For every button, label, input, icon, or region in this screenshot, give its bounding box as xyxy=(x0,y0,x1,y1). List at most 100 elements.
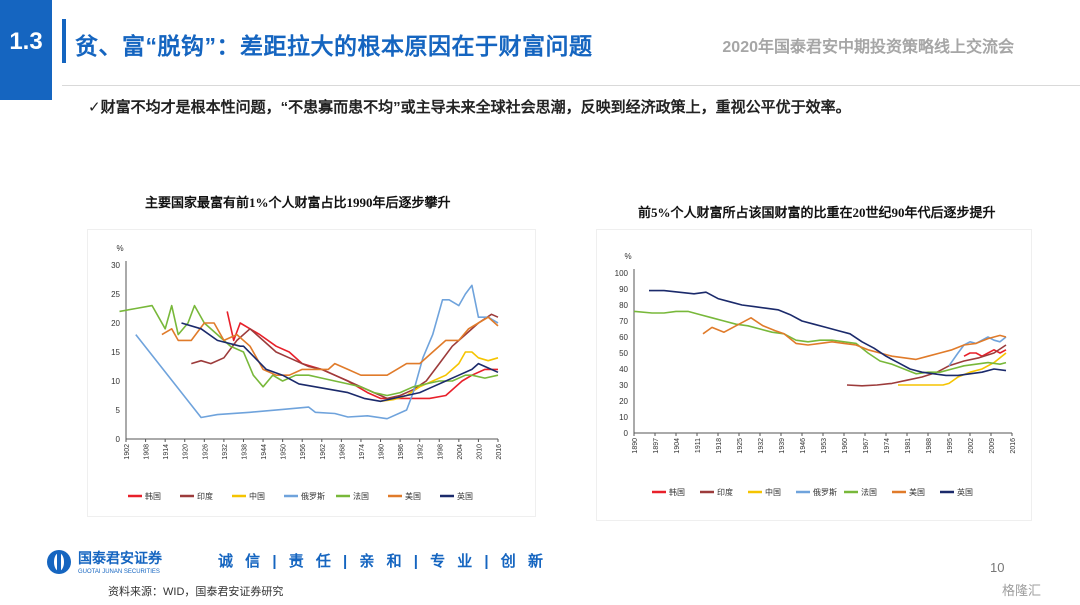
x-tick-label: 1914 xyxy=(163,444,170,460)
x-tick-label: 2002 xyxy=(968,438,975,454)
series-line xyxy=(846,344,1007,387)
series-line xyxy=(898,352,1007,386)
x-tick-label: 1974 xyxy=(884,438,891,454)
x-tick-label: 1890 xyxy=(632,438,639,454)
y-tick-label: 70 xyxy=(619,317,628,326)
legend-label: 韩国 xyxy=(145,491,161,501)
series-line xyxy=(191,313,499,400)
x-tick-label: 1926 xyxy=(202,444,209,460)
series-line xyxy=(649,289,1007,377)
series-line xyxy=(135,284,499,420)
y-tick-label: 40 xyxy=(619,365,628,374)
x-tick-label: 1939 xyxy=(779,438,786,454)
legend-label: 俄罗斯 xyxy=(813,487,837,497)
y-tick-label: 25 xyxy=(111,290,120,299)
legend-label: 法国 xyxy=(353,491,369,501)
x-tick-label: 1911 xyxy=(695,438,702,453)
y-tick-label: 10 xyxy=(619,413,628,422)
y-tick-label: 90 xyxy=(619,285,628,294)
y-tick-label: 10 xyxy=(111,377,120,386)
legend-label: 韩国 xyxy=(669,487,685,497)
legend-label: 印度 xyxy=(197,491,213,501)
series-line xyxy=(181,322,499,403)
x-tick-label: 2010 xyxy=(476,444,483,460)
x-tick-label: 1932 xyxy=(758,438,765,454)
x-tick-label: 1920 xyxy=(183,444,190,460)
x-tick-label: 1944 xyxy=(261,444,268,460)
legend-label: 印度 xyxy=(717,487,733,497)
x-tick-label: 1953 xyxy=(821,438,828,454)
legend-label: 美国 xyxy=(405,491,421,501)
x-tick-label: 2016 xyxy=(496,444,503,460)
x-tick-label: 1904 xyxy=(674,438,681,454)
chart-left: % 0 5 10 15 20 25 30 1902 1908 1914 1920 1926 1932 193… xyxy=(111,244,503,501)
y-tick-label: 20 xyxy=(619,397,628,406)
y-tick-label: 0 xyxy=(624,429,629,438)
legend-label: 俄罗斯 xyxy=(301,491,325,501)
watermark: 格隆汇 xyxy=(1002,583,1042,598)
series-line xyxy=(963,349,1007,357)
x-tick-label: 1918 xyxy=(716,438,723,454)
company-slogan: 诚 信 | 责 任 | 亲 和 | 专 业 | 创 新 xyxy=(218,553,547,570)
chart-right-panel: % 0 10 20 30 40 50 60 70 80 90 100 1890 1897 1904 1911 1… xyxy=(597,230,1031,520)
x-tick-label: 2016 xyxy=(1010,438,1017,454)
page-title: 贫、富“脱钩”：差距拉大的根本原因在于财富问题 xyxy=(75,33,593,59)
x-tick-label: 1956 xyxy=(300,444,307,460)
legend-label: 法国 xyxy=(861,487,877,497)
chart-right-title: 前5%个人财富所占该国财富的比重在20世纪90年代后逐步提升 xyxy=(638,205,996,220)
legend-label: 英国 xyxy=(457,491,473,501)
y-tick-label: 60 xyxy=(619,333,628,342)
y-axis-unit: % xyxy=(624,252,631,261)
series-line xyxy=(702,317,1007,361)
series-line xyxy=(633,310,1007,375)
x-tick-label: 1925 xyxy=(737,438,744,454)
y-tick-label: 50 xyxy=(619,349,628,358)
x-tick-label: 1902 xyxy=(124,444,131,460)
x-tick-label: 1992 xyxy=(418,444,425,460)
y-tick-label: 5 xyxy=(116,406,121,415)
y-tick-label: 0 xyxy=(116,435,121,444)
series-line xyxy=(119,304,499,397)
x-tick-label: 1908 xyxy=(144,444,151,460)
header-divider xyxy=(62,85,1080,86)
key-point: ✓财富不均才是根本性问题，“不患寡而患不均”或主导未来全球社会思潮，反映到经济政… xyxy=(88,99,851,116)
x-tick-label: 1998 xyxy=(437,444,444,460)
x-tick-label: 1897 xyxy=(653,438,660,454)
company-name: 国泰君安证券 xyxy=(78,550,163,566)
x-tick-label: 1974 xyxy=(359,444,366,460)
y-axis-unit: % xyxy=(116,244,123,253)
company-logo: 国泰君安证券 GUOTAI JUNAN SECURITIES xyxy=(46,549,211,580)
y-tick-label: 30 xyxy=(111,261,120,270)
x-tick-label: 2009 xyxy=(989,438,996,454)
legend-label: 美国 xyxy=(909,487,925,497)
x-tick-label: 1962 xyxy=(320,444,327,460)
legend-label: 中国 xyxy=(765,487,781,497)
x-tick-label: 1960 xyxy=(842,438,849,454)
x-tick-label: 1986 xyxy=(398,444,405,460)
y-tick-label: 15 xyxy=(111,348,120,357)
logo-mark-icon: 国泰君安证券 GUOTAI JUNAN SECURITIES xyxy=(47,550,163,575)
title-accent-bar xyxy=(62,19,66,63)
x-tick-label: 1968 xyxy=(339,444,346,460)
x-tick-label: 2004 xyxy=(457,444,464,460)
y-tick-label: 20 xyxy=(111,319,120,328)
section-badge: 1.3 xyxy=(0,0,52,100)
x-tick-label: 1980 xyxy=(379,444,386,460)
company-name-en: GUOTAI JUNAN SECURITIES xyxy=(78,569,160,575)
y-tick-label: 30 xyxy=(619,381,628,390)
y-tick-label: 80 xyxy=(619,301,628,310)
chart-left-title: 主要国家最富有前1%个人财富占比1990年后逐步攀升 xyxy=(145,195,451,210)
section-number: 1.3 xyxy=(9,28,43,55)
x-tick-label: 1988 xyxy=(926,438,933,454)
chart-right: % 0 10 20 30 40 50 60 70 80 90 100 1890 1897 1904 1911 1… xyxy=(615,252,1017,497)
legend-label: 英国 xyxy=(957,487,973,497)
x-tick-label: 1981 xyxy=(905,438,912,454)
series-line xyxy=(226,311,498,400)
x-tick-label: 1938 xyxy=(241,444,248,460)
legend-label: 中国 xyxy=(249,491,265,501)
page-number: 10 xyxy=(990,560,1005,575)
x-tick-label: 1946 xyxy=(800,438,807,454)
conference-name: 2020年国泰君安中期投资策略线上交流会 xyxy=(722,39,1014,56)
x-tick-label: 1995 xyxy=(947,438,954,454)
x-tick-label: 1932 xyxy=(222,444,229,460)
